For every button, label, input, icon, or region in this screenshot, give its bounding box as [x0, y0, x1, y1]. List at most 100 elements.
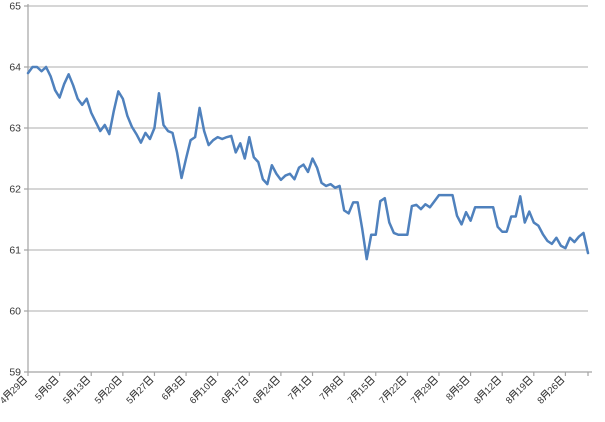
x-axis-label-text: 5 [33, 391, 45, 403]
x-axis-label-text: 6 [251, 395, 263, 407]
x-axis-label-text: 8 [535, 395, 547, 407]
x-axis-label-text: 5 [93, 395, 105, 407]
x-axis-label-text: 8 [444, 391, 456, 403]
kanji-day-glyph [459, 375, 470, 387]
x-axis-label-text: 6 [43, 381, 55, 393]
x-axis-label-text: 13 [71, 381, 86, 396]
kanji-month-glyph [66, 389, 76, 401]
kanji-month-glyph [540, 389, 551, 401]
x-axis-label-text: 7 [377, 395, 389, 407]
y-axis-label: 63 [9, 123, 21, 135]
y-axis-label: 65 [9, 1, 21, 13]
kanji-day-glyph [395, 375, 407, 387]
x-axis-label-text: 5 [454, 381, 466, 393]
kanji-month-glyph [192, 389, 203, 401]
x-axis-label-text: 7 [286, 391, 298, 403]
x-axis-label-text: 6 [160, 391, 172, 403]
x-axis-label-text: 7 [409, 395, 421, 407]
kanji-day-glyph [142, 375, 154, 387]
x-axis-label: 715 [346, 375, 375, 407]
x-axis-label-text: 22 [387, 381, 402, 396]
kanji-day-glyph [111, 375, 122, 387]
x-axis-label: 71 [286, 375, 312, 403]
x-axis-label: 527 [124, 375, 154, 407]
x-axis-label-text: 8 [504, 395, 516, 407]
y-axis-label: 59 [9, 367, 21, 379]
x-axis-label-text: 17 [229, 381, 244, 396]
x-axis-label-text: 29 [8, 381, 23, 396]
x-axis-label-text: 26 [546, 381, 561, 396]
kanji-month-glyph [414, 389, 424, 401]
kanji-month-glyph [322, 385, 333, 397]
kanji-month-glyph [477, 389, 487, 401]
x-axis-label: 819 [504, 375, 533, 407]
data-series-line [26, 65, 590, 261]
x-axis-label: 722 [377, 375, 407, 407]
kanji-month-glyph [97, 389, 108, 401]
kanji-day-glyph [16, 375, 28, 387]
kanji-day-glyph [300, 375, 312, 387]
x-axis-label: 429 [0, 375, 28, 407]
x-axis-label: 729 [409, 375, 439, 407]
x-axis-label: 78 [318, 375, 344, 403]
x-axis-label-text: 4 [0, 395, 10, 407]
x-axis-label-text: 3 [170, 381, 182, 393]
kanji-day-glyph [269, 375, 281, 387]
kanji-day-glyph [522, 375, 533, 387]
x-axis-label: 617 [219, 375, 249, 407]
x-axis-label-text: 6 [188, 395, 200, 407]
x-axis-label: 513 [61, 375, 91, 407]
kanji-month-glyph [255, 389, 266, 401]
kanji-day-glyph [553, 375, 565, 387]
x-axis-label-text: 7 [318, 391, 330, 403]
kanji-month-glyph [291, 385, 301, 397]
x-axis-label-text: 20 [103, 381, 118, 396]
x-axis-label-text: 6 [219, 395, 231, 407]
kanji-month-glyph [3, 389, 13, 401]
x-axis-label-text: 5 [124, 395, 136, 407]
kanji-month-glyph [508, 389, 519, 401]
x-axis-label-text: 5 [61, 395, 73, 407]
kanji-month-glyph [382, 389, 393, 401]
kanji-day-glyph [79, 375, 91, 387]
y-axis-label: 64 [9, 62, 21, 74]
y-axis-label: 61 [9, 245, 21, 257]
x-axis-label-text: 10 [198, 381, 213, 396]
x-axis-label-text: 7 [346, 395, 358, 407]
x-axis-label: 520 [93, 375, 122, 407]
kanji-month-glyph [38, 385, 49, 397]
kanji-day-glyph [48, 375, 59, 387]
x-axis-label-text: 8 [328, 381, 340, 393]
kanji-day-glyph [332, 375, 344, 387]
y-axis-label: 60 [9, 306, 21, 318]
x-axis-label: 812 [472, 375, 502, 407]
x-axis-label: 56 [33, 375, 59, 403]
x-axis-label: 826 [535, 375, 565, 407]
x-axis-label: 85 [444, 375, 470, 403]
kanji-month-glyph [449, 385, 459, 397]
x-axis-label-text: 15 [356, 381, 371, 396]
x-axis-label-text: 19 [514, 381, 529, 396]
kanji-month-glyph [224, 389, 235, 401]
kanji-day-glyph [427, 375, 439, 387]
kanji-month-glyph [129, 389, 140, 401]
x-axis-label-text: 29 [419, 381, 434, 396]
kanji-day-glyph [206, 375, 217, 387]
kanji-day-glyph [364, 375, 375, 387]
x-axis-label-text: 12 [482, 381, 497, 396]
x-axis-label-text: 8 [472, 395, 484, 407]
x-axis-label-text: 24 [261, 381, 276, 396]
kanji-month-glyph [164, 385, 175, 397]
kanji-month-glyph [350, 389, 361, 401]
kanji-day-glyph [174, 375, 186, 387]
y-axis-label: 62 [9, 184, 21, 196]
kanji-day-glyph [237, 375, 249, 387]
x-axis-label: 63 [160, 375, 186, 403]
x-axis-label: 610 [188, 375, 217, 407]
kanji-day-glyph [490, 375, 502, 387]
x-axis-label: 624 [251, 375, 281, 407]
x-axis-label-text: 1 [296, 381, 308, 393]
x-axis-label-text: 27 [135, 381, 150, 396]
